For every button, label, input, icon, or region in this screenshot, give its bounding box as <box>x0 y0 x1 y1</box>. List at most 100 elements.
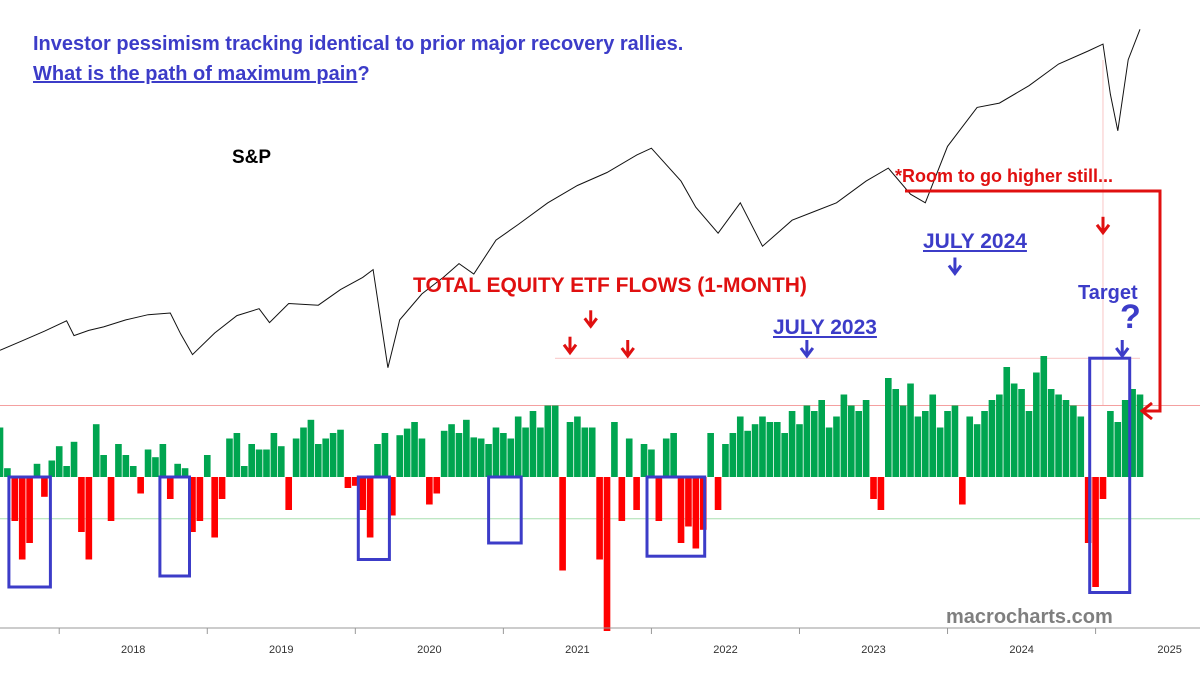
flow-bar <box>4 468 11 477</box>
flow-bar <box>692 477 700 549</box>
flow-bar <box>48 460 56 477</box>
flow-bar <box>574 416 581 477</box>
flow-bar <box>100 455 107 477</box>
flow-bar <box>470 437 478 477</box>
year-tick-label: 2018 <box>121 644 145 656</box>
flow-bar <box>315 444 322 477</box>
flow-bar <box>307 419 315 477</box>
flow-bar <box>662 438 670 477</box>
flow-bar <box>951 405 959 477</box>
flow-bar <box>85 477 93 560</box>
annotation-arrows <box>562 189 1162 421</box>
flow-bar <box>381 433 389 477</box>
flow-bar <box>862 400 870 477</box>
flow-bar <box>1055 394 1062 477</box>
highlight-box <box>7 475 52 589</box>
flow-bar <box>1040 356 1048 477</box>
sp-price-line <box>0 29 1141 368</box>
flow-bar <box>1077 416 1085 477</box>
highlight-box <box>356 475 391 561</box>
flow-bar <box>588 427 596 477</box>
flow-bar <box>403 428 411 477</box>
flow-bar <box>744 430 751 477</box>
highlight-box <box>487 475 523 545</box>
flow-bar <box>1018 389 1025 477</box>
flow-bar <box>625 438 633 477</box>
flow-bar <box>685 477 692 527</box>
flow-bar <box>159 444 167 477</box>
flow-bar <box>1121 400 1129 477</box>
flow-bar <box>115 444 122 477</box>
flow-bar <box>929 394 937 477</box>
flow-bar <box>1010 383 1018 477</box>
flow-bar <box>440 430 448 477</box>
flow-bar <box>833 416 840 477</box>
flow-bar <box>411 422 418 477</box>
flow-bar <box>759 416 766 477</box>
flow-bar <box>514 416 522 477</box>
flow-bar <box>426 477 433 505</box>
highlight-boxes <box>7 356 1132 595</box>
flow-bar <box>847 405 855 477</box>
flow-bar <box>810 411 818 477</box>
flow-bar <box>988 400 996 477</box>
flow-bar <box>366 477 374 538</box>
flow-bar <box>907 383 914 477</box>
flow-bar <box>1107 411 1114 477</box>
flow-bar <box>485 444 492 477</box>
flow-bar <box>1084 477 1092 543</box>
flow-bar <box>944 411 951 477</box>
year-tick-label: 2020 <box>417 644 441 656</box>
flow-bar <box>522 427 529 477</box>
flow-bar <box>922 411 929 477</box>
target-label: Target <box>1078 282 1138 304</box>
question-mark-label: ? <box>1120 298 1141 336</box>
july-2023-label: JULY 2023 <box>773 316 877 339</box>
room-to-go-higher-label: *Room to go higher still... <box>895 166 1113 186</box>
flow-bar <box>581 427 589 477</box>
flow-bar <box>936 427 944 477</box>
flow-bar <box>544 405 552 477</box>
flow-bar <box>344 477 352 488</box>
flow-bar <box>885 378 892 477</box>
flow-bar <box>973 424 981 477</box>
down-arrow-head <box>562 343 578 356</box>
flow-bar <box>1033 372 1040 477</box>
flow-bar <box>359 477 367 510</box>
flow-bar <box>877 477 885 510</box>
flow-bar <box>796 424 803 477</box>
flow-bar <box>152 457 159 477</box>
flow-bar <box>773 422 781 477</box>
flow-bar <box>477 438 485 477</box>
flow-bar <box>1047 389 1055 477</box>
flow-bar <box>996 394 1003 477</box>
down-arrow-head <box>947 264 963 276</box>
flow-bar <box>1003 367 1011 477</box>
watermark: macrocharts.com <box>946 606 1113 628</box>
flow-bar <box>11 477 19 521</box>
flow-bar <box>144 449 152 477</box>
flow-bar <box>0 427 4 477</box>
flow-bar <box>255 449 263 477</box>
down-arrow-head <box>583 317 598 329</box>
flow-bar <box>1114 422 1122 477</box>
highlight-box <box>645 475 707 558</box>
flow-bar <box>129 466 137 477</box>
flow-bar <box>648 449 655 477</box>
flow-bar <box>33 463 41 477</box>
flow-bar <box>825 427 833 477</box>
flow-bar <box>707 433 714 477</box>
flow-bar <box>640 444 648 477</box>
flow-bar <box>240 466 248 477</box>
flow-bar <box>1025 411 1033 477</box>
flow-bar <box>233 433 241 477</box>
flow-bar <box>655 477 663 521</box>
flow-bar <box>981 411 988 477</box>
flow-bar <box>189 477 196 532</box>
flow-bar <box>633 477 640 510</box>
flow-bar <box>596 477 603 560</box>
year-tick-label: 2023 <box>861 644 885 656</box>
flow-bar <box>714 477 722 510</box>
flow-bar <box>218 477 226 499</box>
